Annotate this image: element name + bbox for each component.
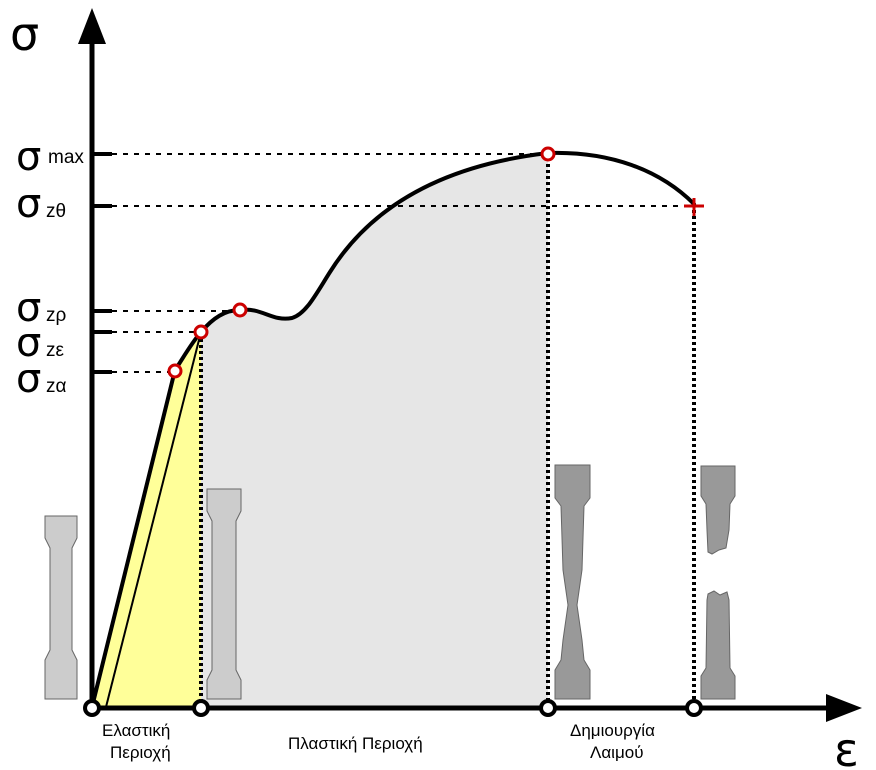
specimen-elastic xyxy=(206,488,242,700)
stress-guide-lines xyxy=(112,153,694,373)
y-axis-arrowhead xyxy=(78,8,106,44)
label-sigma-zepsilon-main: σ xyxy=(16,320,41,366)
specimen-fractured-bottom xyxy=(700,590,736,700)
x-axis-arrowhead xyxy=(826,694,862,722)
label-necking-line2: Λαιμού xyxy=(590,743,644,762)
region-labels: Ελαστική Περιοχή Πλαστική Περιοχή Δημιου… xyxy=(102,721,655,762)
marker-fracture xyxy=(685,699,703,717)
marker-origin xyxy=(83,699,101,717)
specimen-initial xyxy=(44,515,78,700)
label-sigma-zalpha-main: σ xyxy=(16,356,41,402)
fracture-marker xyxy=(684,198,704,216)
label-sigma-max-sub: max xyxy=(48,147,84,168)
label-sigma-zrho-sub: zρ xyxy=(46,305,67,326)
label-sigma-ztheta-main: σ xyxy=(16,181,41,227)
marker-elastic-end xyxy=(192,699,210,717)
specimen-necking xyxy=(554,464,591,700)
label-sigma-zalpha-sub: zα xyxy=(46,376,67,397)
region-boundaries xyxy=(199,158,696,700)
label-sigma-ztheta-sub: zθ xyxy=(46,201,66,222)
label-sigma-zrho-main: σ xyxy=(16,285,41,331)
stress-labels: σ max σ zθ σ zρ σ zε σ zα xyxy=(16,134,84,402)
x-axis-symbol: ε xyxy=(834,723,859,770)
label-sigma-zepsilon-sub: zε xyxy=(46,340,65,361)
label-sigma-max-main: σ xyxy=(16,134,41,180)
plastic-region-fill xyxy=(201,153,548,707)
unloading-line xyxy=(105,331,202,708)
marker-necking-start xyxy=(539,699,557,717)
label-elastic-line2: Περιοχή xyxy=(110,743,171,762)
y-axis-ticks xyxy=(92,152,112,374)
curve-markers xyxy=(167,146,556,379)
y-axis-symbol: σ xyxy=(10,7,39,61)
marker-yield-point xyxy=(232,302,248,318)
marker-proportional-limit xyxy=(167,363,183,379)
x-axis-markers xyxy=(83,699,703,717)
elastic-region-fill xyxy=(92,332,201,707)
specimen-fractured-top xyxy=(700,465,736,555)
marker-elastic-limit xyxy=(193,324,209,340)
marker-max-stress xyxy=(540,146,556,162)
label-plastic: Πλαστική Περιοχή xyxy=(288,734,423,753)
label-necking-line1: Δημιουργία xyxy=(570,721,655,740)
label-elastic-line1: Ελαστική xyxy=(102,721,170,740)
